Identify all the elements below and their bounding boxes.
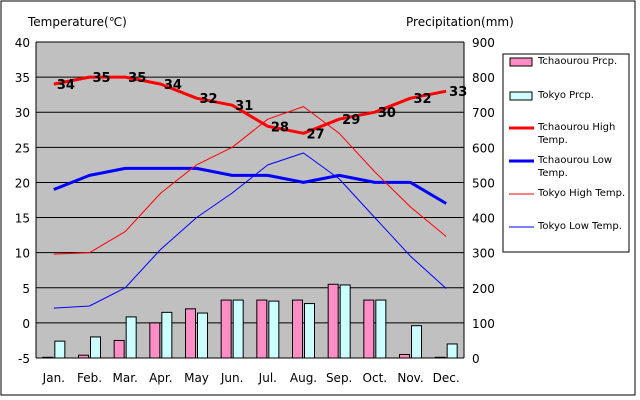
precip-bar-tchaourou-7 — [256, 299, 268, 359]
legend-label-1: Tchaourou Prcp. — [537, 56, 617, 67]
high-temp-label-6: 31 — [235, 99, 253, 114]
month-label-4: Apr. — [149, 371, 172, 385]
month-label-3: Mar. — [112, 371, 137, 385]
right-tick-label: 400 — [472, 212, 495, 226]
month-label-5: May — [184, 371, 209, 385]
month-label-9: Sep. — [326, 371, 352, 385]
high-temp-label-2: 35 — [93, 71, 111, 86]
precip-bar-tokyo-3 — [125, 316, 137, 359]
legend-label-3: Tchaourou High Temp. — [537, 122, 615, 146]
month-label-1: Jan. — [42, 371, 65, 385]
right-tick-label: 100 — [472, 317, 495, 331]
month-label-6: Jun. — [220, 371, 244, 385]
left-tick-label: 5 — [22, 282, 30, 296]
precip-bar-tchaourou-9 — [327, 283, 339, 359]
precip-bar-tchaourou-3 — [113, 339, 125, 359]
left-tick-label: 10 — [15, 247, 30, 261]
left-tick-label: 30 — [15, 106, 30, 120]
precip-bar-tokyo-7 — [268, 300, 280, 359]
left-tick-label: 35 — [15, 71, 30, 85]
high-temp-label-11: 32 — [414, 92, 432, 107]
precip-bar-tchaourou-11 — [399, 353, 410, 359]
right-tick-label: 500 — [472, 176, 495, 190]
legend: Tchaourou Prcp. Tokyo Prcp. Tchaourou High… — [509, 56, 625, 232]
left-tick-label: 15 — [15, 212, 30, 226]
legend-label-2: Tokyo Prcp. — [537, 90, 594, 101]
legend-label-5: Tokyo High Temp. — [537, 188, 625, 199]
precip-bar-tokyo-12 — [446, 343, 458, 359]
tokyo-low-line — [53, 152, 447, 309]
month-label-8: Aug. — [290, 371, 317, 385]
precip-bar-tchaourou-10 — [363, 299, 375, 359]
precip-bar-tokyo-2 — [90, 336, 101, 359]
left-tick-label: 40 — [15, 36, 30, 50]
left-axis-title: Temperature(℃) — [27, 15, 127, 29]
high-temp-label-1: 34 — [57, 78, 75, 93]
month-label-7: Jul. — [258, 371, 277, 385]
right-tick-label: 600 — [472, 141, 495, 155]
legend-swatch-1 — [509, 57, 533, 67]
precipitation-bars — [42, 283, 458, 359]
precip-bar-tokyo-9 — [339, 284, 351, 359]
precip-bar-tokyo-1 — [54, 340, 66, 359]
precip-bar-tchaourou-8 — [292, 299, 303, 359]
right-tick-label: 0 — [472, 352, 480, 366]
right-tick-label: 300 — [472, 247, 495, 261]
month-label-11: Nov. — [397, 371, 423, 385]
high-temp-label-10: 30 — [378, 106, 396, 121]
left-tick-label: -5 — [18, 352, 30, 366]
tchaourou-high-line — [53, 75, 447, 135]
precip-bar-tchaourou-5 — [185, 308, 196, 359]
high-temp-label-12: 33 — [449, 85, 467, 100]
precip-bar-tokyo-10 — [375, 299, 387, 359]
legend-label-4: Tchaourou Low Temp. — [537, 155, 612, 179]
high-temp-label-4: 34 — [164, 78, 182, 93]
right-tick-label: 800 — [472, 71, 495, 85]
legend-label-6: Tokyo Low Temp. — [537, 221, 622, 232]
month-label-2: Feb. — [77, 371, 102, 385]
precip-bar-tokyo-6 — [232, 299, 244, 359]
right-axis-title: Precipitation(mm) — [406, 15, 514, 29]
left-tick-label: 25 — [15, 141, 30, 155]
precip-bar-tokyo-4 — [161, 311, 173, 359]
left-tick-label: 0 — [22, 317, 30, 331]
gridlines — [36, 41, 464, 324]
temperature-lines — [53, 75, 447, 309]
right-tick-label: 900 — [472, 36, 495, 50]
precip-bar-tokyo-5 — [197, 312, 208, 359]
precip-bar-tokyo-11 — [411, 325, 422, 359]
high-temp-label-3: 35 — [128, 71, 146, 86]
tokyo-high-line — [53, 106, 447, 255]
high-temp-label-5: 32 — [200, 92, 218, 107]
legend-swatch-2 — [509, 91, 533, 101]
legend-box — [502, 53, 630, 253]
axes: -505101520253035400100200300400500600700… — [15, 36, 495, 385]
precip-bar-tokyo-8 — [304, 303, 315, 359]
high-temp-label-9: 29 — [342, 113, 360, 128]
right-tick-label: 700 — [472, 106, 495, 120]
right-tick-label: 200 — [472, 282, 495, 296]
month-label-12: Dec. — [433, 371, 460, 385]
precip-bar-tchaourou-4 — [149, 322, 161, 359]
precip-bar-tchaourou-6 — [220, 299, 232, 359]
month-label-10: Oct. — [363, 371, 388, 385]
left-tick-label: 20 — [15, 176, 30, 190]
high-temp-label-7: 28 — [271, 120, 289, 135]
plot-area — [36, 42, 464, 358]
data-labels: 34 35 35 34 32 31 28 27 29 30 32 33 — [57, 71, 467, 142]
high-temp-label-8: 27 — [307, 127, 325, 142]
tchaourou-low-line — [53, 166, 447, 205]
